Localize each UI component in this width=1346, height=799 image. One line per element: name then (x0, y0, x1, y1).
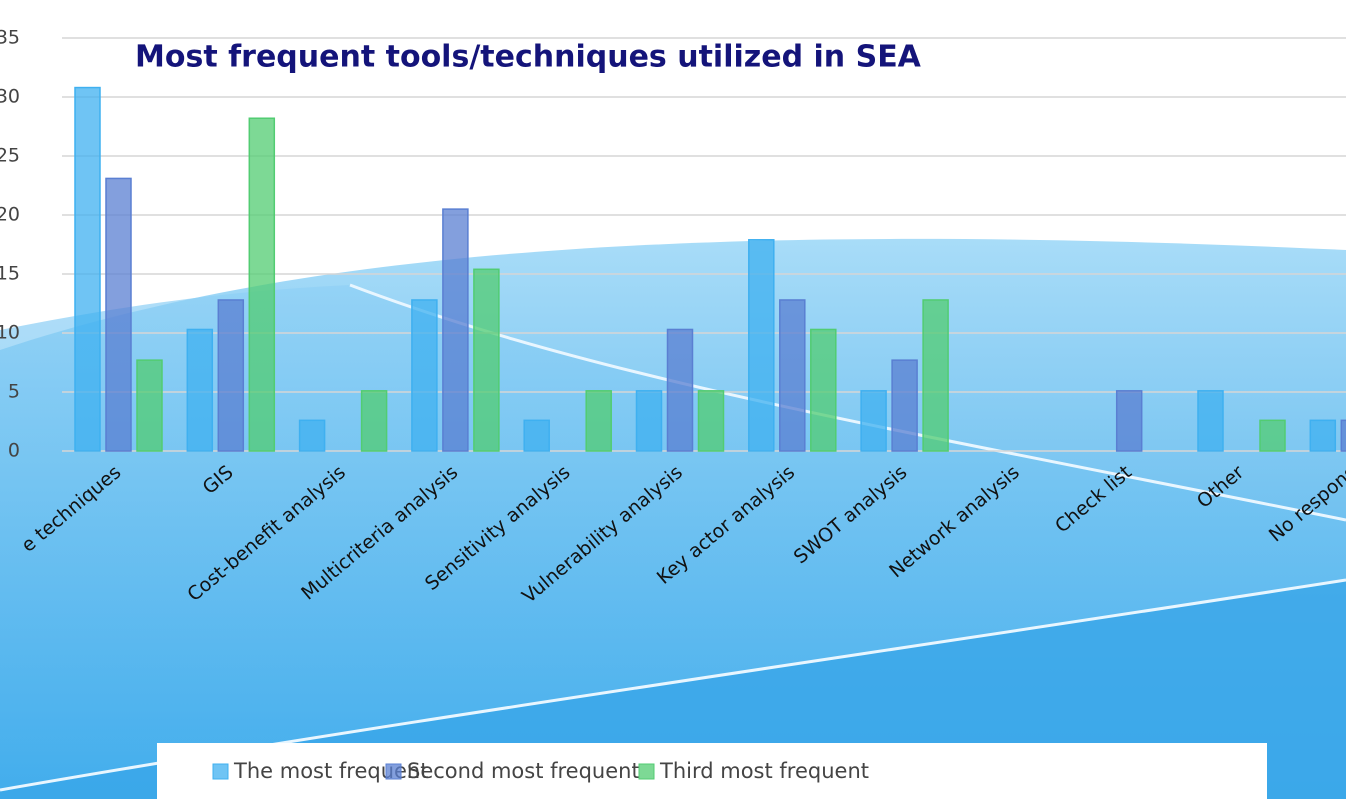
bar (1341, 420, 1346, 451)
bar (586, 391, 611, 451)
bar (443, 209, 468, 451)
bar (106, 178, 131, 451)
page: {"chart_data": {"type": "bar", "title": … (0, 0, 1346, 799)
bar (474, 269, 499, 451)
y-tick-label: 10 (0, 322, 20, 344)
y-tick-label: 0 (8, 440, 20, 462)
bar (699, 391, 724, 451)
bar (892, 360, 917, 451)
y-tick-label: 30 (0, 86, 20, 108)
bar (1117, 391, 1142, 451)
bar (218, 300, 243, 451)
bar (75, 88, 100, 451)
bar (1198, 391, 1223, 451)
chart: Most frequent tools/techniques utilized … (0, 0, 1346, 799)
legend-swatch (639, 764, 654, 779)
legend-label: Third most frequent (659, 759, 869, 783)
bar (362, 391, 387, 451)
bar (187, 329, 212, 451)
legend-swatch (386, 764, 401, 779)
y-tick-label: 15 (0, 263, 20, 285)
legend-swatch (213, 764, 228, 779)
legend-label: Second most frequent (407, 759, 640, 783)
bar (749, 240, 774, 451)
bar (1260, 420, 1285, 451)
chart-title: Most frequent tools/techniques utilized … (135, 40, 922, 75)
bar (861, 391, 886, 451)
y-tick-label: 25 (0, 145, 20, 167)
y-tick-label: 5 (8, 381, 20, 403)
bar (811, 329, 836, 451)
bar (637, 391, 662, 451)
y-tick-label: 35 (0, 27, 20, 49)
y-tick-label: 20 (0, 204, 20, 226)
bar (249, 118, 274, 451)
bar (300, 420, 325, 451)
bar (923, 300, 948, 451)
bar (524, 420, 549, 451)
bar (137, 360, 162, 451)
bar (1310, 420, 1335, 451)
bar (412, 300, 437, 451)
bar (668, 329, 693, 451)
bar (780, 300, 805, 451)
